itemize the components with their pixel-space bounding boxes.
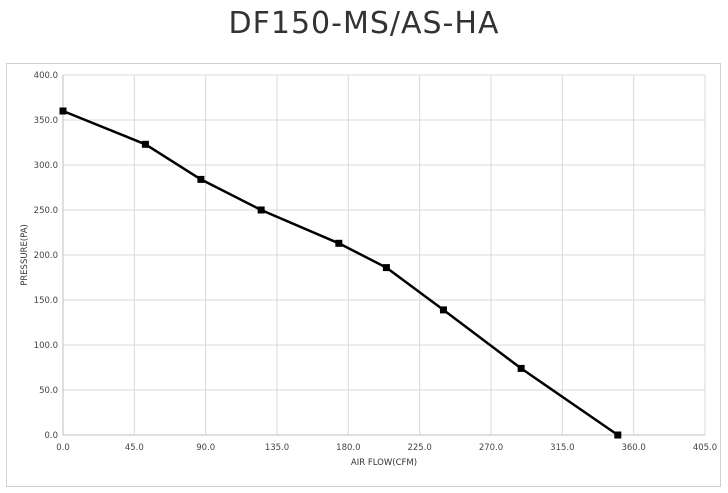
y-tick-label: 400.0 bbox=[34, 71, 58, 81]
y-tick-label: 100.0 bbox=[34, 341, 58, 351]
data-point-marker bbox=[439, 306, 447, 314]
x-tick-label: 315.0 bbox=[550, 443, 574, 453]
data-point-marker bbox=[335, 239, 343, 247]
grid bbox=[62, 74, 706, 436]
x-tick-label: 90.0 bbox=[196, 443, 215, 453]
x-tick-label: 45.0 bbox=[125, 443, 144, 453]
series-line bbox=[62, 109, 619, 437]
x-axis-label: AIR FLOW(CFM) bbox=[351, 458, 417, 468]
y-tick-label: 200.0 bbox=[34, 251, 58, 261]
y-tick-label: 50.0 bbox=[39, 386, 58, 396]
y-tick-label: 300.0 bbox=[34, 161, 58, 171]
x-tick-label: 270.0 bbox=[479, 443, 503, 453]
y-axis-label: PRESSURE(PA) bbox=[20, 224, 30, 286]
data-point-marker bbox=[197, 175, 205, 183]
tick-labels: 0.0 50.0 100.0 150.0 200.0 250.0 300.0 350.0 400… bbox=[34, 71, 718, 453]
y-tick-label: 350.0 bbox=[34, 116, 58, 126]
x-tick-label: 0.0 bbox=[56, 443, 70, 453]
y-tick-label: 150.0 bbox=[34, 296, 58, 306]
x-tick-label: 225.0 bbox=[407, 443, 431, 453]
data-point-marker bbox=[382, 264, 390, 272]
x-tick-label: 180.0 bbox=[336, 443, 360, 453]
data-point-marker bbox=[517, 364, 525, 372]
data-point-marker bbox=[614, 431, 622, 439]
x-tick-label: 405.0 bbox=[693, 443, 717, 453]
data-point-marker bbox=[257, 206, 265, 214]
x-tick-label: 135.0 bbox=[265, 443, 289, 453]
data-point-marker bbox=[141, 140, 149, 148]
chart-title: DF150-MS/AS-HA bbox=[228, 6, 500, 41]
series-markers bbox=[59, 107, 622, 439]
chart-frame bbox=[6, 63, 721, 487]
y-tick-label: 0.0 bbox=[44, 431, 58, 441]
data-point-marker bbox=[59, 107, 67, 115]
x-tick-label: 360.0 bbox=[621, 443, 645, 453]
y-tick-label: 250.0 bbox=[34, 206, 58, 216]
